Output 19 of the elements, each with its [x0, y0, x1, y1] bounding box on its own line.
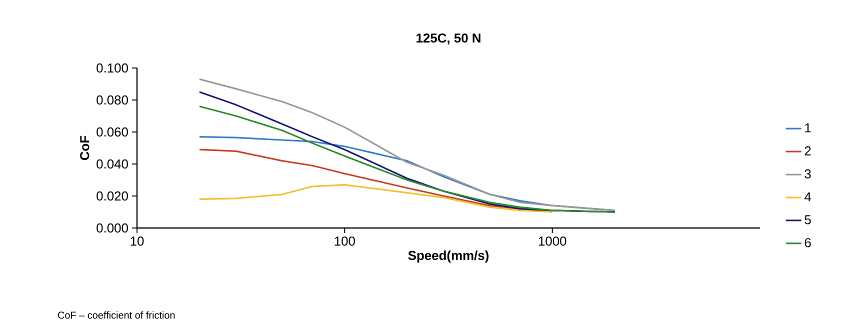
y-tick-label: 0.060 — [96, 127, 128, 137]
x-tick-label: 10 — [130, 236, 144, 246]
x-axis-title: Speed(mm/s) — [408, 250, 489, 263]
y-tick-label: 0.080 — [96, 95, 128, 105]
legend-label: 5 — [804, 215, 811, 224]
y-tick-label: 0.000 — [96, 223, 128, 233]
y-tick-label: 0.020 — [96, 191, 128, 201]
y-tick-label: 0.100 — [96, 63, 128, 73]
legend-label: 4 — [804, 192, 812, 202]
y-tick-label: 0.040 — [96, 159, 128, 169]
chart-title: 125C, 50 N — [416, 33, 480, 44]
x-tick-label: 1000 — [538, 236, 566, 246]
legend-label: 6 — [804, 238, 811, 248]
x-tick-label: 100 — [334, 236, 355, 246]
legend-label: 3 — [804, 169, 811, 178]
legend-label: 1 — [805, 123, 811, 132]
y-axis-title: CoF — [80, 136, 90, 160]
legend-label: 2 — [804, 146, 811, 156]
text: CoF – coefficient of friction — [58, 311, 175, 319]
